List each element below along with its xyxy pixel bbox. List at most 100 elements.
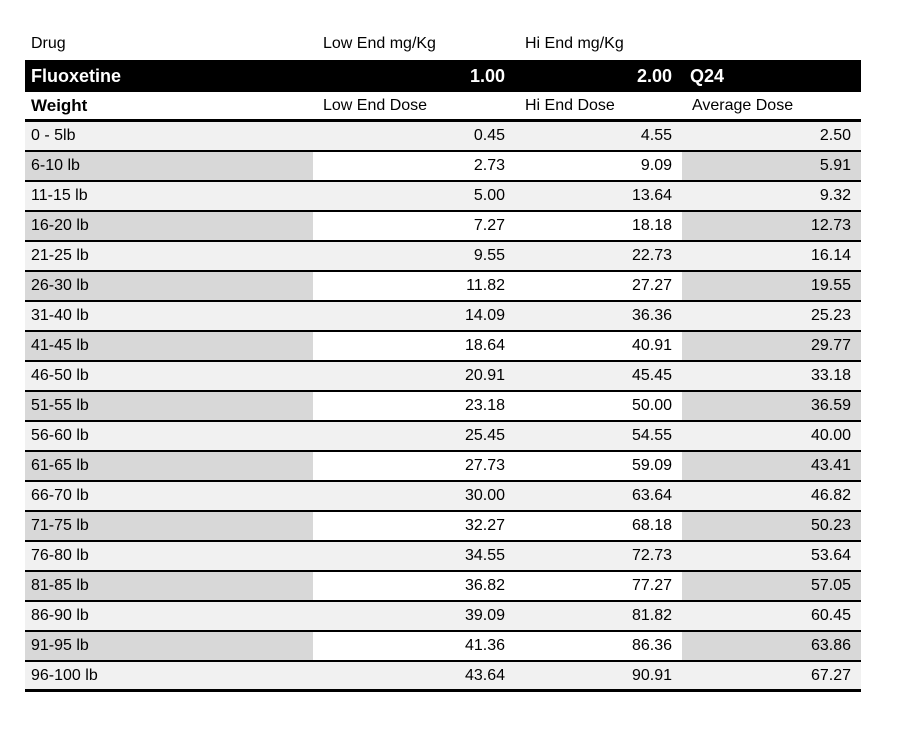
drug-header-row: Drug Low End mg/Kg Hi End mg/Kg bbox=[25, 28, 861, 60]
weight-cell: 26-30 lb bbox=[25, 272, 313, 300]
table-row: 11-15 lb 5.00 13.64 9.32 bbox=[25, 182, 861, 212]
avg-dose-cell: 46.82 bbox=[682, 482, 861, 510]
low-dose-cell: 7.27 bbox=[313, 212, 515, 240]
low-dose-cell: 25.45 bbox=[313, 422, 515, 450]
avg-dose-cell: 40.00 bbox=[682, 422, 861, 450]
low-dose-cell: 11.82 bbox=[313, 272, 515, 300]
table-row: 56-60 lb 25.45 54.55 40.00 bbox=[25, 422, 861, 452]
avg-dose-cell: 12.73 bbox=[682, 212, 861, 240]
hi-dose-cell: 86.36 bbox=[515, 632, 682, 660]
weight-cell: 6-10 lb bbox=[25, 152, 313, 180]
low-dose-cell: 27.73 bbox=[313, 452, 515, 480]
table-body: 0 - 5lb 0.45 4.55 2.50 6-10 lb 2.73 9.09… bbox=[25, 122, 861, 692]
avg-dose-cell: 36.59 bbox=[682, 392, 861, 420]
table-row: 6-10 lb 2.73 9.09 5.91 bbox=[25, 152, 861, 182]
hi-dose-cell: 22.73 bbox=[515, 242, 682, 270]
low-dose-cell: 14.09 bbox=[313, 302, 515, 330]
hi-dose-cell: 81.82 bbox=[515, 602, 682, 630]
hi-dose-cell: 45.45 bbox=[515, 362, 682, 390]
low-dose-cell: 2.73 bbox=[313, 152, 515, 180]
weight-cell: 16-20 lb bbox=[25, 212, 313, 240]
low-dose-cell: 39.09 bbox=[313, 602, 515, 630]
table-row: 16-20 lb 7.27 18.18 12.73 bbox=[25, 212, 861, 242]
avg-dose-cell: 67.27 bbox=[682, 662, 861, 689]
low-dose-cell: 30.00 bbox=[313, 482, 515, 510]
weight-cell: 61-65 lb bbox=[25, 452, 313, 480]
weight-cell: 96-100 lb bbox=[25, 662, 313, 689]
table-row: 76-80 lb 34.55 72.73 53.64 bbox=[25, 542, 861, 572]
table-row: 41-45 lb 18.64 40.91 29.77 bbox=[25, 332, 861, 362]
low-end-mgkg-header: Low End mg/Kg bbox=[323, 35, 436, 52]
avg-dose-cell: 50.23 bbox=[682, 512, 861, 540]
avg-dose-cell: 5.91 bbox=[682, 152, 861, 180]
average-dose-header: Average Dose bbox=[692, 96, 794, 114]
table-row: 0 - 5lb 0.45 4.55 2.50 bbox=[25, 122, 861, 152]
weight-cell: 66-70 lb bbox=[25, 482, 313, 510]
low-dose-cell: 43.64 bbox=[313, 662, 515, 689]
dosing-table: Drug Low End mg/Kg Hi End mg/Kg Fluoxeti… bbox=[25, 28, 861, 692]
empty-header-cell bbox=[682, 28, 861, 60]
drug-name: Fluoxetine bbox=[31, 65, 122, 86]
weight-cell: 91-95 lb bbox=[25, 632, 313, 660]
avg-dose-cell: 25.23 bbox=[682, 302, 861, 330]
weight-cell: 41-45 lb bbox=[25, 332, 313, 360]
hi-dose-cell: 40.91 bbox=[515, 332, 682, 360]
drug-column-header: Drug bbox=[31, 35, 66, 52]
table-row: 21-25 lb 9.55 22.73 16.14 bbox=[25, 242, 861, 272]
weight-cell: 71-75 lb bbox=[25, 512, 313, 540]
dose-header-row: Weight Low End Dose Hi End Dose Average … bbox=[25, 92, 861, 122]
weight-cell: 86-90 lb bbox=[25, 602, 313, 630]
table-row: 31-40 lb 14.09 36.36 25.23 bbox=[25, 302, 861, 332]
low-dose-cell: 32.27 bbox=[313, 512, 515, 540]
avg-dose-cell: 63.86 bbox=[682, 632, 861, 660]
low-dose-cell: 23.18 bbox=[313, 392, 515, 420]
weight-cell: 76-80 lb bbox=[25, 542, 313, 570]
hi-dose-cell: 90.91 bbox=[515, 662, 682, 689]
weight-cell: 56-60 lb bbox=[25, 422, 313, 450]
table-row: 71-75 lb 32.27 68.18 50.23 bbox=[25, 512, 861, 542]
avg-dose-cell: 57.05 bbox=[682, 572, 861, 600]
weight-column-header: Weight bbox=[31, 95, 88, 115]
hi-end-mgkg-value: 2.00 bbox=[636, 65, 672, 86]
table-row: 86-90 lb 39.09 81.82 60.45 bbox=[25, 602, 861, 632]
avg-dose-cell: 16.14 bbox=[682, 242, 861, 270]
avg-dose-cell: 43.41 bbox=[682, 452, 861, 480]
hi-dose-cell: 50.00 bbox=[515, 392, 682, 420]
avg-dose-cell: 9.32 bbox=[682, 182, 861, 210]
table-row: 81-85 lb 36.82 77.27 57.05 bbox=[25, 572, 861, 602]
hi-end-dose-header: Hi End Dose bbox=[525, 96, 615, 114]
low-dose-cell: 34.55 bbox=[313, 542, 515, 570]
weight-cell: 51-55 lb bbox=[25, 392, 313, 420]
low-dose-cell: 18.64 bbox=[313, 332, 515, 360]
table-row: 91-95 lb 41.36 86.36 63.86 bbox=[25, 632, 861, 662]
hi-dose-cell: 54.55 bbox=[515, 422, 682, 450]
avg-dose-cell: 29.77 bbox=[682, 332, 861, 360]
hi-dose-cell: 36.36 bbox=[515, 302, 682, 330]
dose-frequency-value: Q24 bbox=[690, 65, 725, 86]
weight-cell: 0 - 5lb bbox=[25, 122, 313, 150]
table-row: 66-70 lb 30.00 63.64 46.82 bbox=[25, 482, 861, 512]
hi-dose-cell: 59.09 bbox=[515, 452, 682, 480]
low-dose-cell: 9.55 bbox=[313, 242, 515, 270]
hi-dose-cell: 77.27 bbox=[515, 572, 682, 600]
hi-dose-cell: 68.18 bbox=[515, 512, 682, 540]
hi-dose-cell: 72.73 bbox=[515, 542, 682, 570]
hi-dose-cell: 4.55 bbox=[515, 122, 682, 150]
table-row: 96-100 lb 43.64 90.91 67.27 bbox=[25, 662, 861, 692]
low-dose-cell: 41.36 bbox=[313, 632, 515, 660]
low-end-dose-header: Low End Dose bbox=[323, 96, 428, 114]
hi-dose-cell: 9.09 bbox=[515, 152, 682, 180]
table-row: 61-65 lb 27.73 59.09 43.41 bbox=[25, 452, 861, 482]
avg-dose-cell: 19.55 bbox=[682, 272, 861, 300]
weight-cell: 31-40 lb bbox=[25, 302, 313, 330]
weight-cell: 46-50 lb bbox=[25, 362, 313, 390]
avg-dose-cell: 53.64 bbox=[682, 542, 861, 570]
table-row: 26-30 lb 11.82 27.27 19.55 bbox=[25, 272, 861, 302]
avg-dose-cell: 33.18 bbox=[682, 362, 861, 390]
table-row: 51-55 lb 23.18 50.00 36.59 bbox=[25, 392, 861, 422]
hi-dose-cell: 13.64 bbox=[515, 182, 682, 210]
avg-dose-cell: 60.45 bbox=[682, 602, 861, 630]
weight-cell: 81-85 lb bbox=[25, 572, 313, 600]
low-dose-cell: 36.82 bbox=[313, 572, 515, 600]
